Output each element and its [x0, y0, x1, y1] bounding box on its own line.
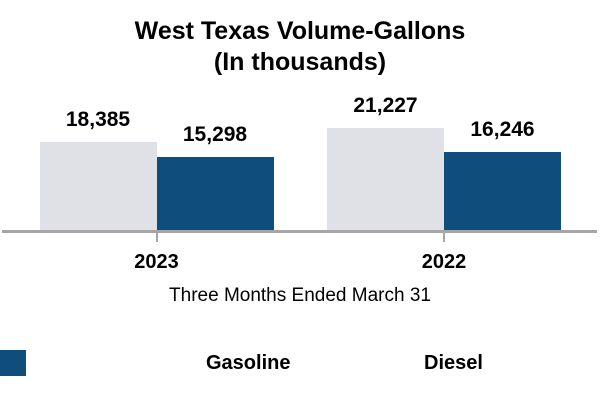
- x-axis-tick-2023: [155, 233, 158, 242]
- bar-value-label-diesel-2022: 16,246: [470, 118, 535, 141]
- x-axis-caption: Three Months Ended March 31: [169, 285, 431, 306]
- x-axis-tick-2022: [443, 233, 445, 242]
- x-axis-line: [2, 230, 597, 233]
- bar-diesel-2022: [444, 152, 561, 231]
- x-tick-label-2022: 2022: [421, 251, 467, 273]
- chart-title-line2: (In thousands): [213, 48, 387, 76]
- bar-gasoline-2022: [327, 128, 444, 231]
- legend-label-gasoline: Gasoline: [206, 352, 291, 374]
- bar-gasoline-2023: [39, 142, 157, 231]
- bar-diesel-2023: [156, 157, 274, 231]
- bar-value-label-diesel-2023: 15,298: [182, 123, 248, 146]
- bar-value-label-gasoline-2023: 18,385: [65, 108, 131, 131]
- x-tick-label-2023: 2023: [134, 251, 179, 273]
- legend-label-diesel: Diesel: [424, 352, 483, 374]
- legend-swatch-diesel: [0, 350, 26, 376]
- chart-title-line1: West Texas Volume-Gallons: [134, 17, 466, 45]
- bar-value-label-gasoline-2022: 21,227: [353, 94, 418, 117]
- chart-title: West Texas Volume-Gallons (In thousands): [0, 16, 600, 78]
